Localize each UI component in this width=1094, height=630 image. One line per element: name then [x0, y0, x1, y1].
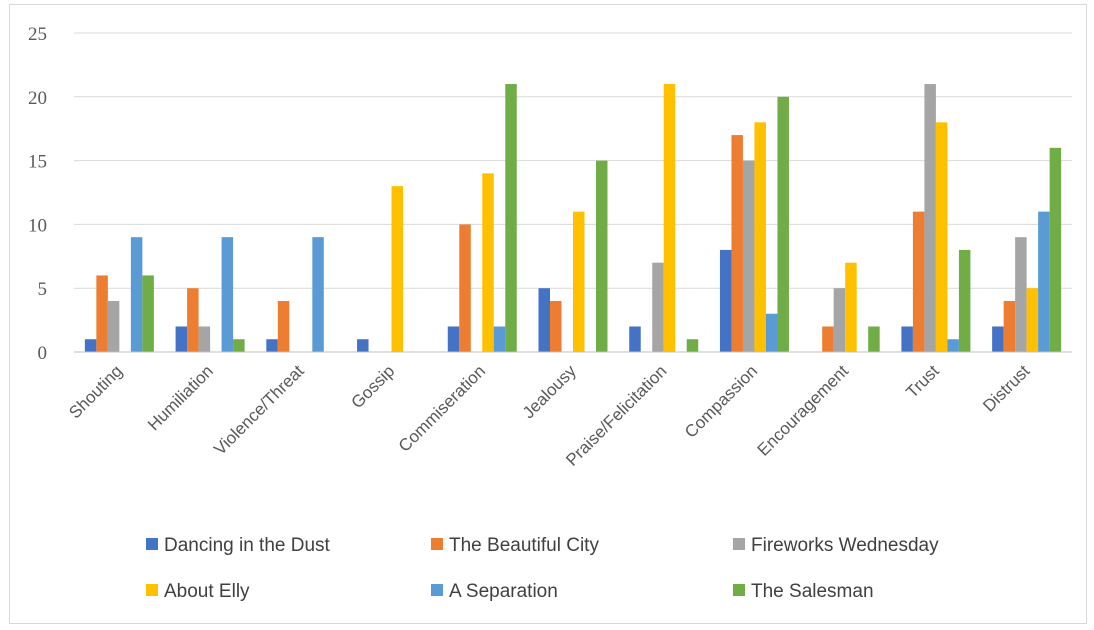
x-tick-label: Compassion: [681, 361, 761, 441]
bar: [312, 237, 324, 352]
bar: [84, 339, 97, 352]
bar: [573, 211, 585, 352]
y-tick-label: 25: [28, 24, 47, 45]
bar: [901, 326, 913, 352]
bar: [107, 300, 120, 352]
y-tick-label: 15: [28, 152, 47, 173]
x-tick-label: Trust: [902, 361, 943, 402]
legend-label: A Separation: [449, 581, 558, 602]
bar: [1003, 300, 1016, 352]
bar: [130, 237, 143, 352]
y-tick-label: 10: [28, 215, 47, 236]
x-tick-label: Jealousy: [519, 361, 580, 422]
legend-label: Dancing in the Dust: [164, 535, 331, 556]
legend-label: The Salesman: [751, 581, 874, 602]
bar: [1015, 237, 1027, 352]
bar: [1049, 147, 1062, 352]
bar: [175, 326, 188, 352]
x-tick-label: Commiseration: [395, 361, 489, 455]
bar: [958, 249, 971, 352]
bar: [629, 326, 641, 352]
legend: Dancing in the Dust The Beautiful City Fir…: [146, 535, 939, 602]
bar: [505, 84, 517, 352]
bar: [1026, 288, 1039, 352]
legend-swatch: [733, 584, 745, 596]
legend-swatch: [146, 584, 158, 596]
bar: [1038, 211, 1050, 352]
bar: [686, 339, 699, 352]
bar: [719, 249, 732, 352]
bar: [924, 84, 936, 352]
bar: [391, 186, 404, 352]
bar: [493, 326, 506, 352]
y-axis-ticks: 0 5 10 15 20 25: [28, 24, 47, 364]
x-tick-label: Gossip: [348, 361, 399, 412]
x-tick-label: Distrust: [979, 361, 1033, 415]
bar: [596, 160, 608, 352]
bars: [84, 84, 1062, 352]
bar: [947, 339, 959, 352]
bar: [142, 275, 154, 352]
bar: [96, 275, 108, 352]
x-tick-label: Shouting: [65, 361, 126, 422]
bar: [833, 288, 846, 352]
bar: [742, 160, 755, 352]
bar: [731, 135, 743, 352]
bar: [187, 288, 199, 352]
bar: [357, 339, 369, 352]
bar: [765, 313, 778, 352]
x-tick-label: Praise/Felicitation: [562, 361, 670, 469]
bar: [912, 211, 925, 352]
bar: [233, 339, 245, 352]
legend-label: Fireworks Wednesday: [751, 535, 939, 556]
bar: [992, 326, 1004, 352]
x-tick-label: Violence/Threat: [210, 361, 308, 459]
bar: [266, 339, 278, 352]
bar: [221, 237, 234, 352]
legend-label: The Beautiful City: [449, 535, 599, 556]
bar: [277, 300, 290, 352]
legend-swatch: [733, 538, 745, 550]
bar: [447, 326, 460, 352]
bar: [550, 300, 562, 352]
bar: [198, 326, 211, 352]
y-tick-label: 20: [28, 88, 47, 109]
bar: [935, 122, 948, 352]
bar: [663, 84, 676, 352]
bar: [868, 326, 880, 352]
x-tick-label: Encouragement: [754, 361, 852, 459]
y-tick-label: 0: [38, 343, 48, 364]
legend-label: About Elly: [164, 581, 250, 602]
bar: [845, 262, 857, 352]
bar: [652, 262, 664, 352]
bar: [482, 173, 494, 352]
legend-swatch: [431, 584, 443, 596]
legend-swatch: [146, 538, 158, 550]
bar: [777, 96, 789, 352]
bar: [538, 288, 550, 352]
bar: [754, 122, 766, 352]
x-tick-label: Humiliation: [144, 361, 217, 434]
bar: [822, 326, 834, 352]
legend-swatch: [431, 538, 443, 550]
bar: [459, 224, 471, 352]
y-tick-label: 5: [38, 279, 48, 300]
